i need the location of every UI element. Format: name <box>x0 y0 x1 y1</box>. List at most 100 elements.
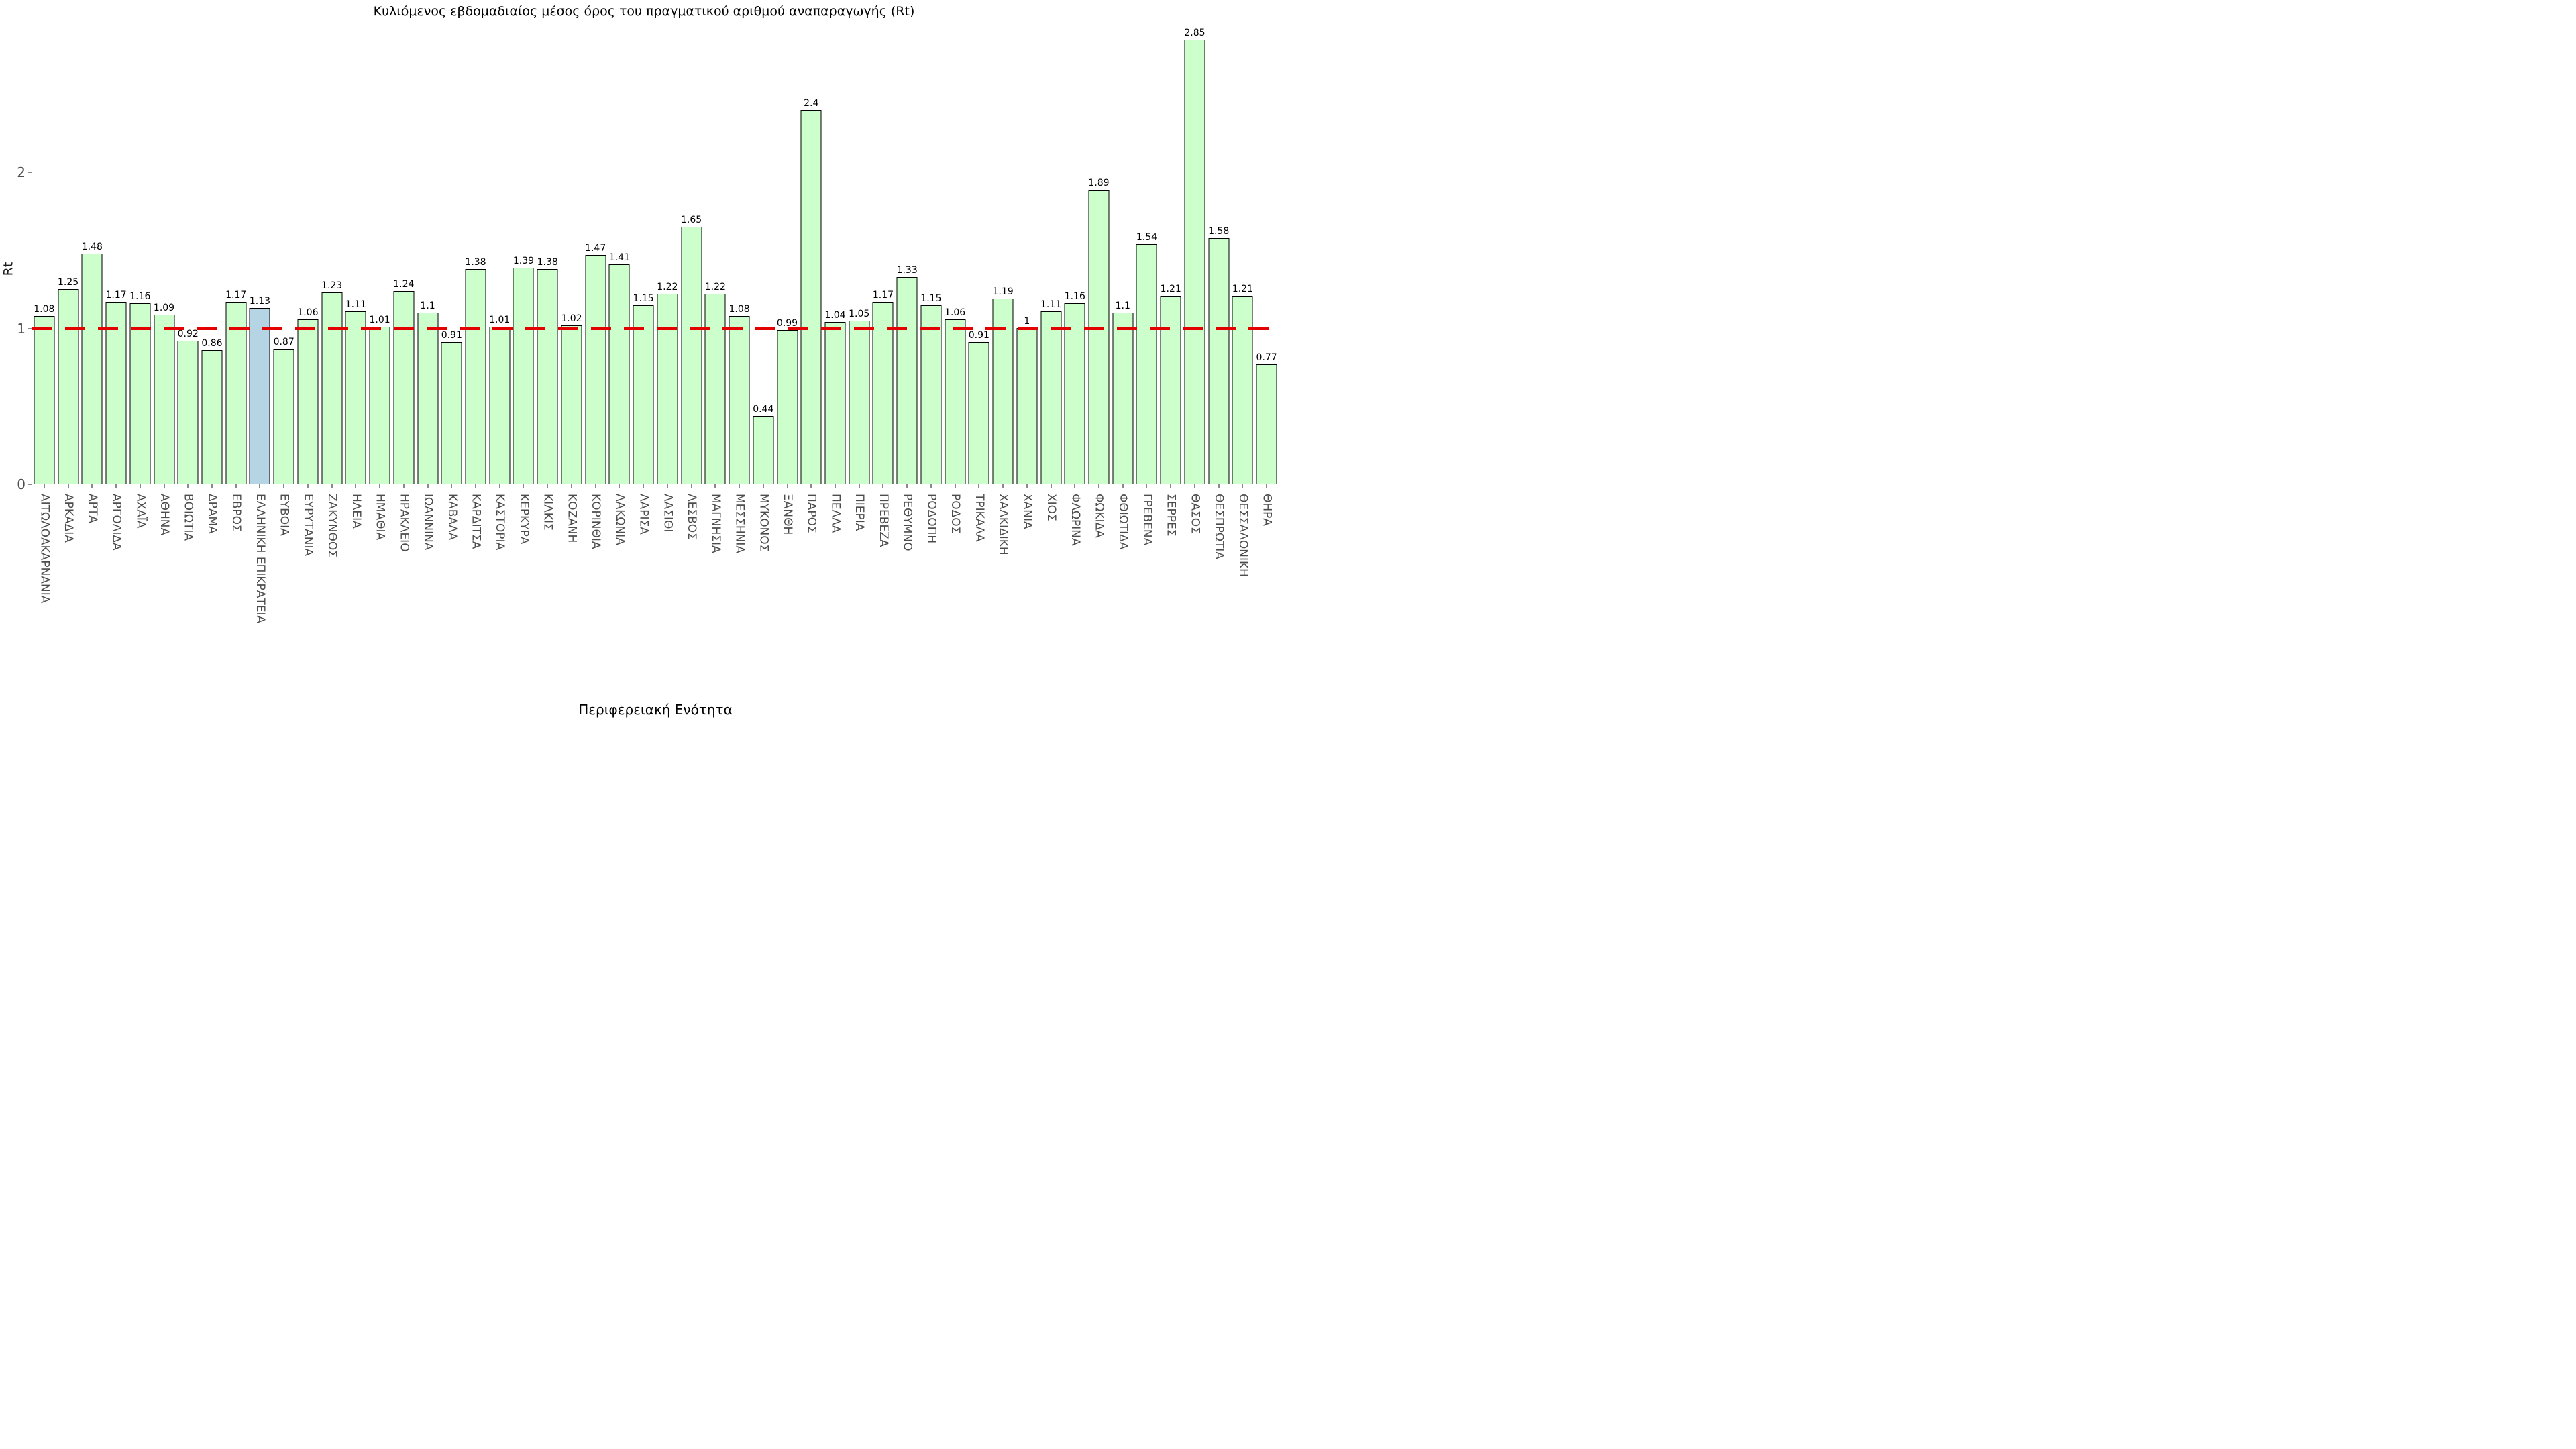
bar-group: 1.08 <box>32 0 56 484</box>
bar-group: 0.99 <box>775 0 800 484</box>
bar-group: 0.91 <box>967 0 991 484</box>
bar-group: 1 <box>1015 0 1039 484</box>
x-tick-mark <box>666 484 668 488</box>
bar-highlight <box>249 308 270 484</box>
bar-value-label: 1.22 <box>657 282 678 292</box>
bar-value-label: 1.01 <box>489 315 511 325</box>
bar-value-label: 0.77 <box>1256 352 1277 363</box>
bar <box>513 268 534 484</box>
bar-value-label: 0.87 <box>273 337 294 347</box>
bar-group: 1.08 <box>727 0 751 484</box>
x-tick-label: ΡΟΔΟΣ <box>949 494 963 534</box>
bar <box>561 325 582 484</box>
x-tick-label: ΖΑΚΥΝΘΟΣ <box>325 494 339 558</box>
bar <box>273 349 294 484</box>
bar-group: 1.15 <box>919 0 943 484</box>
x-tick-label: ΜΥΚΟΝΟΣ <box>757 494 771 552</box>
x-tick-mark <box>1170 484 1172 488</box>
bar <box>34 316 55 484</box>
bar-group: 1.21 <box>1231 0 1255 484</box>
bar-group: 1.02 <box>559 0 584 484</box>
bar-group: 1.47 <box>584 0 608 484</box>
bar <box>297 319 319 484</box>
x-tick-label: ΗΛΕΙΑ <box>349 494 363 529</box>
x-tick-label: ΚΑΒΑΛΑ <box>445 494 459 541</box>
bar-value-label: 1.06 <box>297 307 319 318</box>
x-tick-label: ΑΡΚΑΔΙΑ <box>62 494 76 543</box>
bar <box>1256 364 1277 484</box>
x-tick-label: ΧΑΝΙΑ <box>1020 494 1034 529</box>
bar <box>704 294 726 484</box>
bar-group: 1.23 <box>320 0 344 484</box>
x-tick-mark <box>355 484 357 488</box>
x-tick-mark <box>906 484 908 488</box>
bar-value-label: 1.24 <box>393 279 415 290</box>
x-tick-mark <box>1193 484 1195 488</box>
bar-value-label: 1.21 <box>1160 284 1181 294</box>
bar <box>681 227 702 484</box>
bar-group: 1.13 <box>248 0 272 484</box>
x-tick-label: ΑΘΗΝΑ <box>158 494 171 536</box>
x-tick-mark <box>498 484 500 488</box>
bar-group: 1.21 <box>1159 0 1183 484</box>
bar-value-label: 0.91 <box>441 330 462 341</box>
bar <box>968 342 989 484</box>
x-tick-label: ΦΩΚΙΔΑ <box>1092 494 1106 538</box>
bar-group: 1.06 <box>296 0 320 484</box>
bar-group: 1.39 <box>512 0 536 484</box>
bar <box>105 302 127 484</box>
bar <box>225 302 247 484</box>
bar-value-label: 1.38 <box>537 257 558 268</box>
x-tick-mark <box>379 484 381 488</box>
x-axis-title: Περιφερειακή Ενότητα <box>578 702 733 718</box>
x-tick-label: ΠΡΕΒΕΖΑ <box>876 494 890 547</box>
bar-value-label: 1.11 <box>1040 299 1062 310</box>
bar-group: 1.11 <box>344 0 368 484</box>
bar-value-label: 1.58 <box>1208 226 1230 237</box>
bar-value-label: 1.21 <box>1232 284 1253 294</box>
x-tick-mark <box>67 484 69 488</box>
bar-group: 0.77 <box>1254 0 1279 484</box>
bar <box>800 110 822 484</box>
bar-group: 1.17 <box>224 0 248 484</box>
x-tick-label: ΠΕΛΛΑ <box>828 494 843 533</box>
bar <box>608 264 630 484</box>
bar <box>417 313 439 484</box>
chart-title: Κυλιόμενος εβδομαδιαίος μέσος όρος του π… <box>373 4 915 19</box>
y-tick-label: 1 <box>17 320 25 337</box>
x-tick-mark <box>978 484 980 488</box>
x-tick-mark <box>882 484 884 488</box>
x-tick-mark <box>283 484 285 488</box>
x-tick-mark <box>1146 484 1148 488</box>
bar-group: 0.91 <box>439 0 464 484</box>
x-tick-label: ΘΑΣΟΣ <box>1188 494 1202 534</box>
bar <box>1064 303 1085 484</box>
bar <box>1232 296 1253 484</box>
x-tick-label: ΚΟΡΙΝΘΙΑ <box>589 494 603 549</box>
bar-group: 1.05 <box>847 0 871 484</box>
x-tick-mark <box>762 484 764 488</box>
bar-group: 1.22 <box>655 0 680 484</box>
bar-group: 1.11 <box>1039 0 1063 484</box>
bar <box>1160 296 1181 484</box>
bar-value-label: 1.08 <box>34 304 55 315</box>
bar <box>1040 311 1062 484</box>
bar <box>441 342 462 484</box>
bar-group: 1.01 <box>488 0 512 484</box>
bar-value-label: 0.44 <box>753 404 774 415</box>
bar-value-label: 1.01 <box>369 315 390 325</box>
x-tick-label: ΓΡΕΒΕΝΑ <box>1140 494 1154 546</box>
bar <box>585 255 606 484</box>
x-tick-label: ΕΛΛΗΝΙΚΗ ΕΠΙΚΡΑΤΕΙΑ <box>253 494 267 624</box>
x-tick-mark <box>1074 484 1076 488</box>
bar <box>945 319 966 484</box>
bar-group: 1.1 <box>1111 0 1135 484</box>
bar-value-label: 1.02 <box>561 313 582 324</box>
bar-value-label: 1.08 <box>729 304 750 315</box>
x-tick-label: ΤΡΙΚΑΛΑ <box>972 494 986 542</box>
bar-group: 1.16 <box>1063 0 1087 484</box>
bar-group: 1.25 <box>56 0 80 484</box>
x-tick-mark <box>786 484 788 488</box>
bar-value-label: 2.85 <box>1184 28 1205 38</box>
x-tick-mark <box>643 484 645 488</box>
